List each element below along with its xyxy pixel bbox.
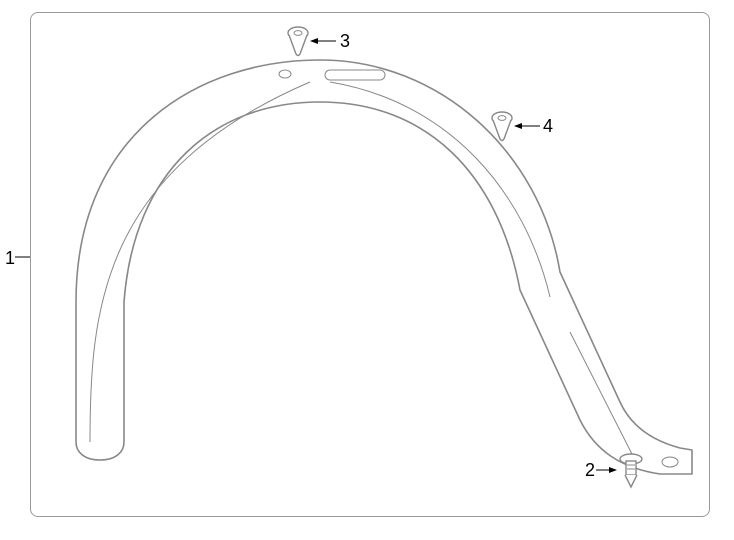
diagram-canvas: 1 3 4 2 xyxy=(0,0,734,540)
callout-leaders xyxy=(0,0,734,540)
c4-label: 4 xyxy=(543,116,553,137)
c1-label: 1 xyxy=(5,248,15,269)
c3-label: 3 xyxy=(340,31,350,52)
c2-label: 2 xyxy=(585,460,595,481)
